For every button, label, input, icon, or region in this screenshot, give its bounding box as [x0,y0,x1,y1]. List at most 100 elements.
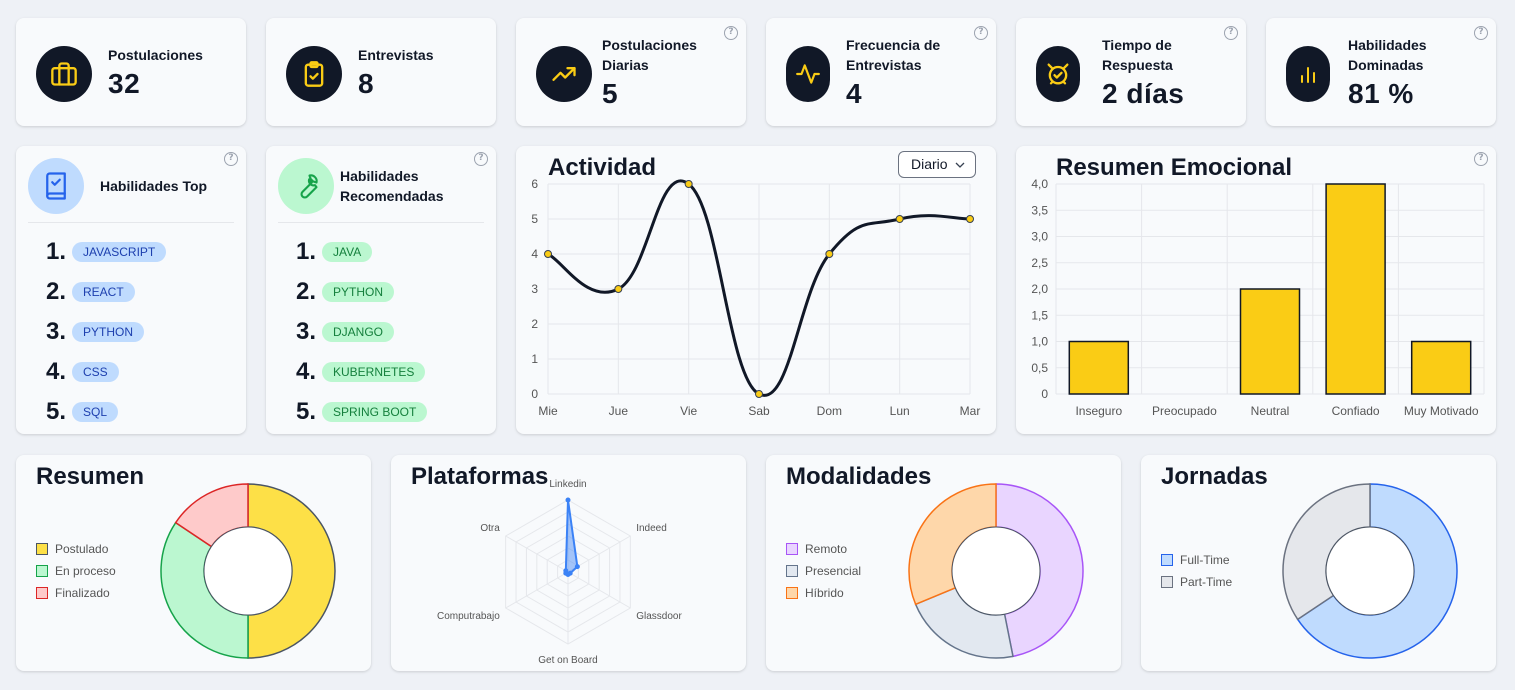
stat-card-postulaciones: Postulaciones 32 [16,18,246,126]
donut-hole [203,526,293,616]
legend-item[interactable]: Híbrido [786,582,861,604]
skill-chip: PYTHON [72,322,145,342]
radar-spoke [567,571,631,609]
list-item: 3. DJANGO [296,312,427,352]
summary-card: Resumen Postulado En proceso Finalizado [16,455,371,671]
data-point [544,250,552,258]
x-tick-label: Jue [609,404,629,418]
legend-item[interactable]: Remoto [786,538,861,560]
bar [1325,183,1386,395]
platforms-card: Plataformas Linkedin Indeed Glassdoor Get o… [391,455,746,671]
legend-item[interactable]: En proceso [36,560,116,582]
legend-item[interactable]: Part-Time [1161,571,1232,593]
stat-card-habilidades-dominadas: ? Habilidades Dominadas 81 % [1266,18,1496,126]
legend-item[interactable]: Postulado [36,538,116,560]
list-item: 4. CSS [46,352,166,392]
legend-label: Híbrido [805,586,844,600]
schedules-title: Jornadas [1161,463,1268,490]
legend-label: Remoto [805,542,848,556]
help-icon[interactable]: ? [974,26,988,40]
recommended-skills-card: ? Habilidades Recomendadas 1. JAVA 2. PYTH… [266,146,496,434]
legend-item[interactable]: Full-Time [1161,549,1232,571]
help-icon[interactable]: ? [474,152,488,166]
y-tick-label: 2,5 [1031,256,1048,270]
y-tick-label: 3,5 [1031,203,1048,217]
y-tick-label: 3 [531,282,538,296]
top-skills-list: 1. JAVASCRIPT 2. REACT 3. PYTHON 4. CSS 5. SQ… [46,232,167,432]
period-dropdown[interactable]: Diario [898,151,976,178]
skill-chip: SPRING BOOT [322,402,428,422]
rank-number: 4. [46,358,67,385]
help-icon[interactable]: ? [1474,26,1488,40]
radar-spoke [505,535,569,573]
divider [278,222,484,223]
stat-label: Entrevistas [358,47,434,63]
legend-label: Finalizado [55,586,110,600]
stat-card-entrevistas: Entrevistas 8 [266,18,496,126]
rank-number: 2. [296,278,317,305]
list-item: 1. JAVA [296,232,427,272]
legend-label: Part-Time [1180,575,1233,589]
legend-swatch [786,587,798,599]
y-tick-label: 5 [531,212,538,226]
stat-label: Postulaciones Diarias [602,37,697,73]
stat-value: 81 % [1348,78,1414,109]
stat-label: Tiempo de Respuesta [1102,37,1173,73]
legend-swatch [36,587,48,599]
legend-swatch [786,565,798,577]
rank-number: 2. [46,278,67,305]
y-tick-label: 1,5 [1031,308,1048,322]
legend-swatch [1161,576,1173,588]
stat-value: 32 [108,68,141,99]
stat-label: Postulaciones [108,47,203,63]
help-icon[interactable]: ? [724,26,738,40]
rank-number: 3. [46,318,67,345]
bar [1410,340,1472,395]
clipboard-check-icon [286,46,342,102]
book-check-icon [28,158,84,214]
recommended-skills-list: 1. JAVA 2. PYTHON 3. DJANGO 4. KUBERNETES 5.… [296,232,428,432]
legend-label: Postulado [55,542,109,556]
activity-line-chart: 0 1 2 3 4 5 6 Mie Jue Vie Sab Dom Lun Mar [531,177,980,418]
activity-icon [786,46,830,102]
skill-chip: SQL [72,402,119,422]
stat-value: 8 [358,68,375,99]
legend-swatch [786,543,798,555]
x-tick-label: Inseguro [1075,404,1122,418]
briefcase-icon [36,46,92,102]
legend-label: Presencial [805,564,862,578]
list-item: 1. JAVASCRIPT [46,232,167,272]
skill-chip: KUBERNETES [322,362,426,382]
y-tick-label: 1,0 [1031,335,1048,349]
recommended-skills-title: Habilidades Recomendadas [340,168,444,204]
legend-swatch [36,543,48,555]
x-tick-label: Neutral [1251,404,1290,418]
x-tick-label: Preocupado [1152,404,1217,418]
legend-item[interactable]: Presencial [786,560,861,582]
emotional-card: ? Resumen Emocional 0 0,5 1,0 1,5 2,0 2,5 3,0 3… [1016,146,1496,434]
wrench-icon [278,158,334,214]
summary-legend: Postulado En proceso Finalizado [36,538,116,604]
y-tick-label: 1 [531,352,538,366]
rank-number: 4. [296,358,317,385]
stat-card-frecuencia-entrevistas: ? Frecuencia de Entrevistas 4 [766,18,996,126]
legend-label: En proceso [55,564,116,578]
x-tick-label: Lun [890,404,910,418]
help-icon[interactable]: ? [224,152,238,166]
rank-number: 5. [46,398,67,425]
stat-value: 2 días [1102,78,1185,109]
divider [28,222,234,223]
alarm-clock-icon [1036,46,1080,102]
donut-hole [1325,526,1415,616]
list-item: 5. SQL [46,392,166,432]
help-icon[interactable]: ? [1474,152,1488,166]
modalities-card: Modalidades Remoto Presencial Híbrido [766,455,1121,671]
activity-title: Actividad [548,154,657,181]
skill-chip: DJANGO [322,322,395,342]
data-point [825,250,834,258]
bar [1068,340,1130,395]
radar-series-area [564,499,579,576]
y-tick-label: 0 [1041,387,1048,401]
legend-item[interactable]: Finalizado [36,582,116,604]
help-icon[interactable]: ? [1224,26,1238,40]
